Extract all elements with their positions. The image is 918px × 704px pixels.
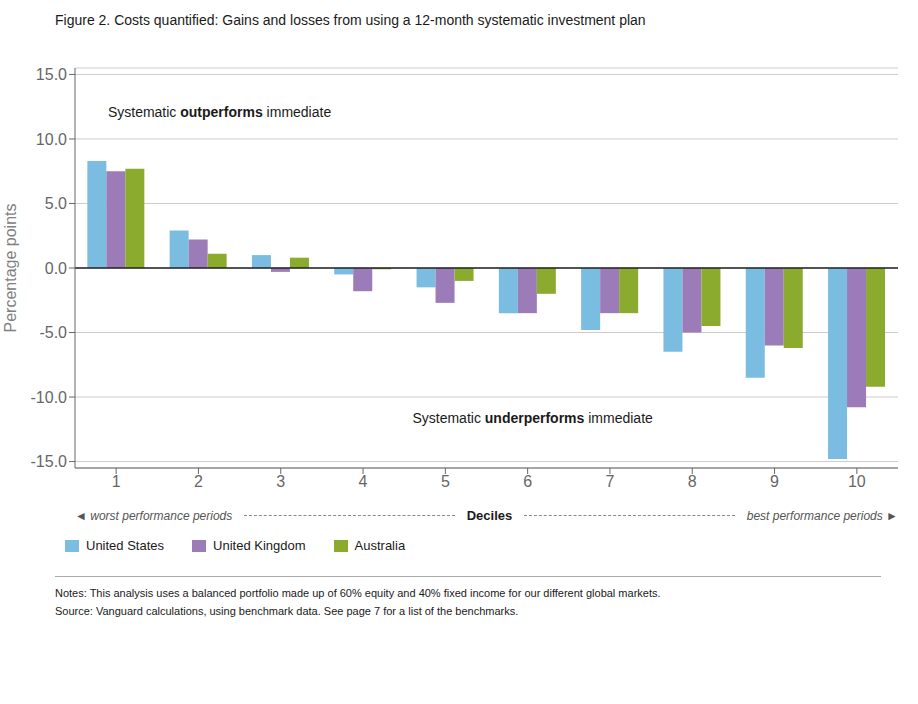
- html-text:Systematic outperforms immedia: Systematic outperforms immediate: [107, 104, 332, 120]
- html-text:United States: United States: [86, 538, 164, 553]
- svg-text:15.0: 15.0: [36, 66, 67, 83]
- svg-text:-15.0: -15.0: [31, 453, 68, 470]
- html-text:Notes: This analysis uses a ba: Notes: This analysis uses a balanced por…: [55, 587, 661, 599]
- html-text:best performance periods ►: best performance periods ►: [746, 508, 898, 523]
- html-text:◄ worst performance periods: ◄ worst performance periods: [75, 508, 233, 523]
- svg-text:-5.0: -5.0: [39, 324, 67, 341]
- svg-text:6: 6: [523, 473, 532, 490]
- svg-text:7: 7: [605, 473, 614, 490]
- svg-text:10: 10: [848, 473, 866, 490]
- svg-text:3: 3: [276, 473, 285, 490]
- html-text:Source: Vanguard calculations,: Source: Vanguard calculations, using ben…: [55, 605, 519, 617]
- svg-text:1: 1: [112, 473, 121, 490]
- html-text:Deciles: Deciles: [466, 508, 513, 523]
- svg-text:5.0: 5.0: [45, 195, 67, 212]
- svg-text:8: 8: [688, 473, 697, 490]
- html-text:Figure 2. Costs quantified: Ga: Figure 2. Costs quantified: Gains and lo…: [55, 12, 646, 28]
- html-text:Australia: Australia: [354, 538, 406, 553]
- svg-text:-10.0: -10.0: [31, 389, 68, 406]
- svg-text:2: 2: [194, 473, 203, 490]
- svg-text:10.0: 10.0: [36, 131, 67, 148]
- html-text:Systematic underperforms immed: Systematic underperforms immediate: [412, 410, 653, 426]
- html-text:United Kingdom: United Kingdom: [213, 538, 306, 553]
- svg-text:4: 4: [359, 473, 368, 490]
- svg-text:Percentage points: Percentage points: [8, 204, 19, 333]
- svg-text:9: 9: [770, 473, 779, 490]
- svg-text:0.0: 0.0: [45, 260, 67, 277]
- svg-text:5: 5: [441, 473, 450, 490]
